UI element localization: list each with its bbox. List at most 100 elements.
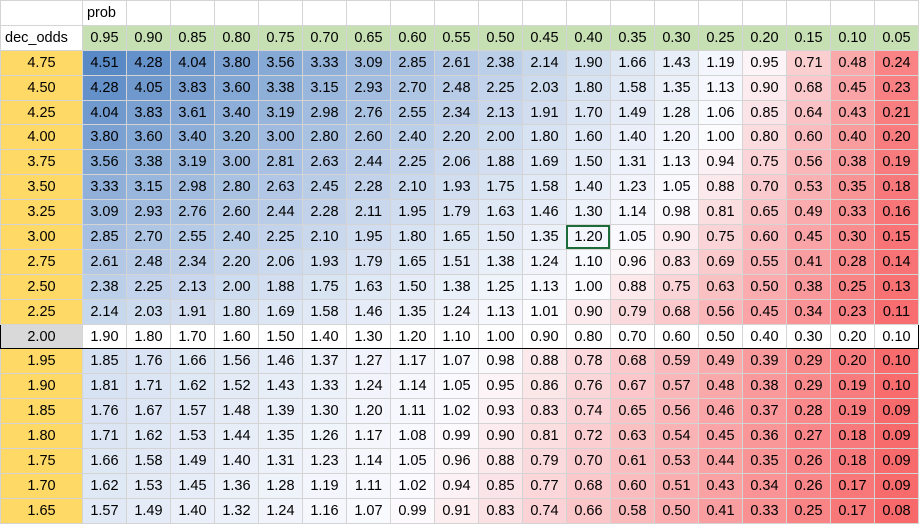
data-cell[interactable]: 0.48 [829, 49, 875, 76]
data-cell[interactable]: 3.60 [125, 124, 171, 151]
data-cell[interactable]: 0.41 [697, 497, 743, 524]
data-cell[interactable]: 2.98 [301, 99, 347, 126]
data-cell[interactable]: 2.76 [345, 99, 391, 126]
data-cell[interactable]: 4.04 [169, 49, 215, 76]
data-cell[interactable]: 0.18 [873, 174, 919, 201]
data-cell[interactable]: 0.28 [829, 248, 875, 275]
data-cell[interactable]: 1.80 [389, 224, 435, 250]
data-cell[interactable]: 2.13 [169, 273, 215, 300]
data-cell[interactable]: 1.75 [301, 273, 347, 300]
data-cell[interactable]: 0.19 [829, 373, 875, 400]
data-cell[interactable]: 0.68 [609, 348, 655, 375]
data-cell[interactable]: 1.90 [565, 49, 611, 76]
data-cell[interactable]: 0.60 [609, 472, 655, 499]
data-cell[interactable]: 1.11 [389, 398, 435, 425]
data-cell[interactable]: 1.30 [301, 398, 347, 425]
data-cell[interactable]: 0.17 [829, 472, 875, 499]
data-cell[interactable]: 1.10 [565, 248, 611, 275]
data-cell[interactable]: 1.14 [609, 199, 655, 226]
data-cell[interactable]: 0.63 [697, 273, 743, 300]
data-cell[interactable]: 1.26 [301, 423, 347, 450]
data-cell[interactable]: 2.10 [301, 224, 347, 250]
data-cell[interactable]: 2.45 [301, 174, 347, 201]
dec-odds-row-header[interactable]: 3.00 [0, 224, 83, 250]
data-cell[interactable]: 0.11 [873, 298, 919, 325]
data-cell[interactable]: 1.66 [169, 348, 215, 375]
data-cell[interactable]: 0.95 [477, 373, 523, 400]
prob-header-cell[interactable]: 0.80 [213, 24, 259, 51]
data-cell[interactable]: 0.51 [653, 472, 699, 499]
data-cell[interactable]: 0.75 [741, 149, 787, 176]
dec-odds-row-header[interactable]: 1.85 [0, 398, 83, 425]
data-cell[interactable]: 1.24 [521, 248, 567, 275]
data-cell[interactable]: 1.69 [521, 149, 567, 176]
dec-odds-row-header[interactable]: 1.70 [0, 472, 83, 499]
cell-empty[interactable] [257, 0, 303, 26]
data-cell[interactable]: 1.30 [345, 323, 391, 350]
data-cell[interactable]: 0.90 [653, 224, 699, 250]
data-cell[interactable]: 1.67 [125, 398, 171, 425]
dec-odds-row-header[interactable]: 3.75 [0, 149, 83, 176]
data-cell[interactable]: 1.20 [653, 124, 699, 151]
data-cell[interactable]: 2.28 [345, 174, 391, 201]
data-cell[interactable]: 2.93 [125, 199, 171, 226]
dec-odds-row-header[interactable]: 3.50 [0, 174, 83, 201]
data-cell[interactable]: 1.38 [433, 273, 479, 300]
data-cell[interactable]: 0.40 [741, 323, 787, 350]
data-cell[interactable]: 1.28 [653, 99, 699, 126]
data-cell[interactable]: 0.36 [741, 423, 787, 450]
data-cell[interactable]: 1.40 [565, 174, 611, 201]
data-cell[interactable]: 2.40 [213, 224, 259, 250]
data-cell[interactable]: 1.35 [389, 298, 435, 325]
data-cell[interactable]: 4.28 [125, 49, 171, 76]
data-cell[interactable]: 0.35 [829, 174, 875, 201]
data-cell[interactable]: 2.03 [521, 74, 567, 101]
data-cell[interactable]: 0.45 [741, 298, 787, 325]
data-cell[interactable]: 1.93 [433, 174, 479, 201]
prob-header-cell[interactable]: 0.40 [565, 24, 611, 51]
data-cell[interactable]: 2.10 [389, 174, 435, 201]
data-cell[interactable]: 2.55 [169, 224, 215, 250]
data-cell[interactable]: 1.60 [565, 124, 611, 151]
data-cell[interactable]: 0.10 [873, 373, 919, 400]
data-cell[interactable]: 0.09 [873, 448, 919, 474]
data-cell[interactable]: 4.51 [81, 49, 127, 76]
data-cell[interactable]: 0.65 [741, 199, 787, 226]
data-cell[interactable]: 1.81 [81, 373, 127, 400]
data-cell[interactable]: 1.63 [345, 273, 391, 300]
data-cell[interactable]: 0.77 [521, 472, 567, 499]
data-cell[interactable]: 0.83 [477, 497, 523, 524]
data-cell[interactable]: 1.07 [345, 497, 391, 524]
prob-header-cell[interactable]: 0.15 [785, 24, 831, 51]
data-cell[interactable]: 2.00 [477, 124, 523, 151]
data-cell[interactable]: 2.06 [257, 248, 303, 275]
data-cell[interactable]: 1.35 [653, 74, 699, 101]
data-cell[interactable]: 1.88 [257, 273, 303, 300]
data-cell[interactable]: 1.02 [389, 472, 435, 499]
data-cell[interactable]: 0.29 [785, 373, 831, 400]
data-cell[interactable]: 2.25 [477, 74, 523, 101]
data-cell[interactable]: 0.55 [741, 248, 787, 275]
data-cell[interactable]: 1.13 [697, 74, 743, 101]
data-cell[interactable]: 0.43 [697, 472, 743, 499]
data-cell[interactable]: 1.19 [301, 472, 347, 499]
selected-cell[interactable]: 1.20 [565, 224, 611, 250]
data-cell[interactable]: 1.52 [213, 373, 259, 400]
data-cell[interactable]: 0.45 [785, 224, 831, 250]
data-cell[interactable]: 0.81 [697, 199, 743, 226]
data-cell[interactable]: 1.31 [257, 448, 303, 474]
data-cell[interactable]: 0.85 [477, 472, 523, 499]
data-cell[interactable]: 3.00 [213, 149, 259, 176]
prob-label-cell[interactable]: prob [81, 0, 127, 26]
data-cell[interactable]: 1.66 [609, 49, 655, 76]
data-cell[interactable]: 0.96 [433, 448, 479, 474]
data-cell[interactable]: 0.20 [829, 348, 875, 375]
data-cell[interactable]: 1.57 [81, 497, 127, 524]
prob-header-cell[interactable]: 0.50 [477, 24, 523, 51]
data-cell[interactable]: 1.56 [213, 348, 259, 375]
cell-empty[interactable] [653, 0, 699, 26]
data-cell[interactable]: 3.56 [81, 149, 127, 176]
data-cell[interactable]: 1.40 [169, 497, 215, 524]
data-cell[interactable]: 1.80 [521, 124, 567, 151]
data-cell[interactable]: 0.67 [609, 373, 655, 400]
